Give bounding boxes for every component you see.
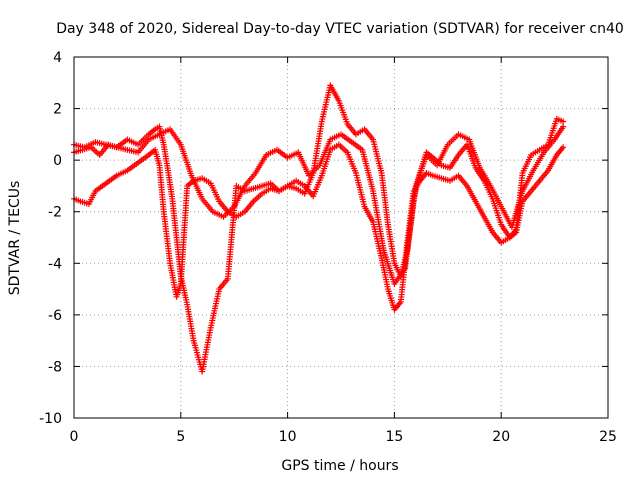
- plot-frame: [73, 56, 609, 419]
- x-axis-label: GPS time / hours: [281, 458, 398, 474]
- data-point: [560, 118, 567, 125]
- y-tick-label: -4: [48, 256, 62, 272]
- x-tick-label: 25: [599, 429, 617, 445]
- grid-lines: [74, 57, 608, 418]
- data-point: [560, 123, 567, 130]
- series-track-b: [71, 141, 567, 313]
- x-tick-label: 0: [70, 429, 79, 445]
- x-tick-label: 15: [385, 429, 403, 445]
- y-tick-label: -2: [48, 205, 62, 221]
- y-tick-label: -8: [48, 359, 62, 375]
- y-tick-label: -6: [48, 308, 62, 324]
- y-axis-label: SDTVAR / TECUs: [7, 181, 23, 296]
- series-track-c: [71, 123, 567, 287]
- x-tick-label: 20: [492, 429, 510, 445]
- data-point: [560, 144, 567, 151]
- y-tick-label: 0: [53, 153, 62, 169]
- y-tick-label: 2: [53, 102, 62, 118]
- y-tick-label: -10: [39, 411, 62, 427]
- chart-title: Day 348 of 2020, Sidereal Day-to-day VTE…: [56, 21, 624, 37]
- x-tick-label: 5: [176, 429, 185, 445]
- y-tick-label: 4: [53, 50, 62, 66]
- data-points: [71, 82, 567, 375]
- x-tick-label: 10: [279, 429, 297, 445]
